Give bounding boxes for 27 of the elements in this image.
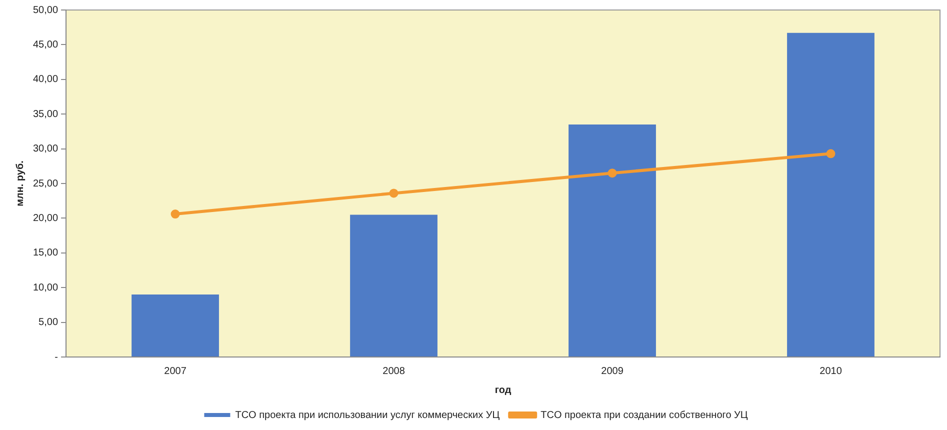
x-tick-label: 2009 [601,366,624,377]
point [170,210,180,219]
y-tick-label: - [54,352,58,363]
x-axis-title: год [494,384,512,396]
y-tick-label: 45,00 [32,39,58,50]
y-tick-label: 30,00 [32,144,58,155]
y-tick-label: 15,00 [32,248,58,259]
point [826,149,836,158]
point [608,168,617,178]
x-tick-label: 2007 [164,366,187,377]
x-tick-label: 2010 [820,366,842,377]
y-tick-label: 40,00 [32,74,58,86]
y-tick-label: 5,00 [38,317,58,328]
x-tick-label: 2008 [382,366,406,377]
legend-label: TCO проекта при использовании услуг коммерческих УЦ [235,410,500,421]
y-tick-label: 10,00 [32,282,58,294]
y-tick-label: 50,00 [32,4,58,16]
legend-label: TCO проекта при создании собственного УЦ [540,410,748,421]
y-tick-label: 35,00 [32,108,58,120]
bar [132,294,219,356]
bar [350,214,438,356]
y-tick-label: 20,00 [32,212,58,224]
y-axis-title: млн. руб. [14,160,26,206]
bar [787,32,874,356]
bar [568,124,656,356]
point [389,188,398,198]
y-tick-label: 25,00 [32,178,58,190]
